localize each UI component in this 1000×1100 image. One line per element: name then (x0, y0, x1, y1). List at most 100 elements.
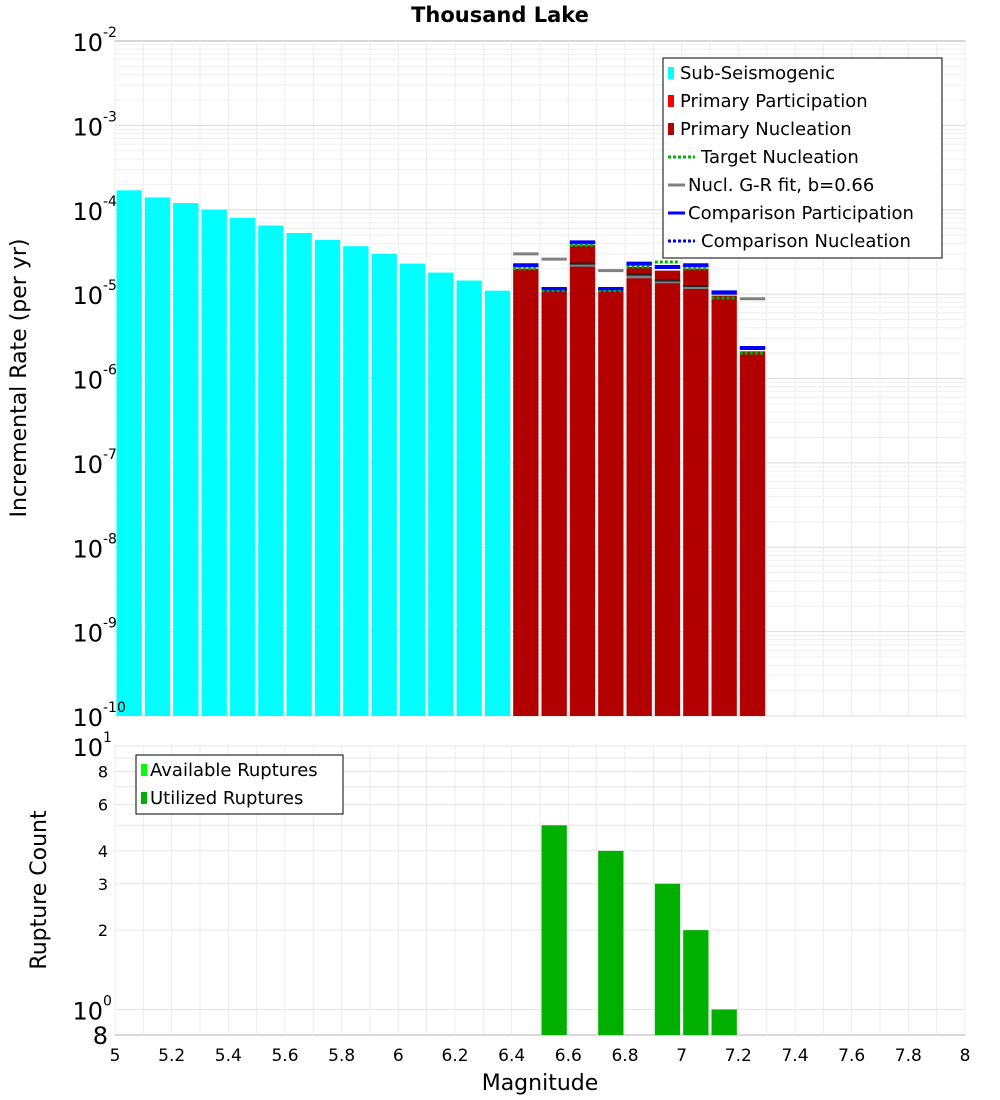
y-tick-label: 10 -8 (72, 531, 117, 563)
utilized-ruptures-bar (598, 850, 624, 1035)
primary-nucleation-bar (626, 266, 652, 716)
y-tick-exponent: -3 (103, 109, 117, 125)
primary-nucleation-bar (654, 270, 681, 716)
legend-label: Sub-Seismogenic (680, 63, 835, 84)
y-tick-exponent: 1 (103, 730, 112, 746)
x-tick-label: 6.2 (441, 1046, 468, 1066)
utilized-ruptures-bar (711, 1009, 737, 1035)
sub-seismogenic-bar (484, 290, 511, 716)
y-tick-label: 3 (98, 875, 108, 894)
y-tick-label: 10 -10 (72, 700, 125, 732)
y-tick-base: 10 (72, 451, 103, 479)
legend-label: Nucl. G-R fit, b=0.66 (688, 175, 874, 196)
y-tick-label: 10 -3 (72, 109, 117, 141)
y-tick-base: 10 (72, 198, 103, 226)
bottom-y-axis-label: Rupture Count (27, 810, 52, 970)
bottom-bars (541, 825, 737, 1035)
y-tick-base: 10 (72, 734, 103, 762)
sub-seismogenic-bar (258, 225, 284, 716)
x-tick-label: 7.8 (895, 1046, 922, 1066)
sub-seismogenic-bar (144, 197, 171, 717)
y-tick-exponent: 0 (103, 993, 112, 1009)
y-tick-exponent: -10 (103, 700, 126, 716)
x-tick-label: 6.8 (611, 1046, 638, 1066)
y-tick-label: 10 -7 (72, 447, 117, 479)
x-tick-label: 6.6 (555, 1046, 582, 1066)
legend-box (135, 754, 344, 815)
primary-nucleation-bar (683, 268, 709, 716)
legend-box (662, 57, 943, 259)
top-plot: 10-210-310-410-510-610-710-810-910-10 Th… (7, 3, 966, 732)
x-tick-label: 5.4 (215, 1046, 242, 1066)
x-tick-label: 5.8 (328, 1046, 355, 1066)
top-bars (116, 190, 766, 717)
y-tick-label: 8 (98, 763, 108, 782)
top-legend: Sub-Seismogenic Primary Participation Prim… (662, 57, 943, 259)
y-tick-label: 10 -6 (72, 363, 117, 395)
y-tick-label: 8 (93, 1022, 108, 1050)
legend-label: Target Nucleation (700, 147, 859, 168)
y-tick-exponent: -4 (103, 194, 117, 210)
y-tick-exponent: -5 (103, 278, 117, 294)
y-tick-base: 10 (72, 997, 103, 1025)
utilized-ruptures-bar (654, 883, 681, 1035)
x-axis-label: Magnitude (482, 1071, 599, 1096)
sub-seismogenic-bar (399, 263, 426, 716)
primary-nucleation-bar (739, 351, 766, 716)
y-tick-label: 10 1 (72, 730, 111, 762)
x-ticks: 5 5.2 5.4 5.6 5.8 6 6.2 6.4 6.6 6.8 7 7.2 7.4 7.6 7.8 8 (110, 1046, 971, 1066)
x-tick-label: 6.4 (498, 1046, 525, 1066)
legend-swatch (141, 792, 147, 804)
sub-seismogenic-bar (286, 233, 312, 716)
legend-swatch (668, 95, 674, 107)
x-tick-label: 7 (676, 1046, 687, 1066)
top-y-axis-label: Incremental Rate (per yr) (7, 239, 32, 518)
y-tick-base: 10 (72, 29, 103, 57)
top-line-marks (513, 240, 766, 355)
sub-seismogenic-bar (314, 239, 341, 716)
x-tick-label: 8 (960, 1046, 971, 1066)
y-tick-base: 10 (72, 704, 103, 732)
sub-seismogenic-bar (343, 246, 369, 716)
y-tick-exponent: -9 (103, 616, 117, 632)
x-tick-label: 7.6 (838, 1046, 865, 1066)
legend-label: Primary Nucleation (680, 119, 852, 140)
legend-label: Available Ruptures (150, 760, 318, 781)
y-tick-exponent: -7 (103, 447, 117, 463)
primary-nucleation-bar (598, 290, 624, 716)
x-tick-label: 7.2 (725, 1046, 752, 1066)
sub-seismogenic-bar (229, 217, 256, 716)
sub-seismogenic-bar (371, 253, 397, 716)
top-y-ticks: 10-210-310-410-510-610-710-810-910-10 (72, 25, 125, 732)
y-tick-exponent: -2 (103, 25, 117, 41)
sub-seismogenic-bar (428, 272, 454, 716)
bottom-legend: Available Ruptures Utilized Ruptures (135, 754, 344, 815)
chart-title: Thousand Lake (411, 3, 589, 27)
y-tick-label: 10 -2 (72, 25, 117, 57)
y-tick-label: 4 (98, 842, 108, 861)
primary-nucleation-bar (569, 245, 596, 717)
y-tick-exponent: -6 (103, 363, 117, 379)
primary-nucleation-bar (541, 290, 567, 716)
y-tick-exponent: -8 (103, 531, 117, 547)
legend-swatch (668, 67, 674, 79)
x-tick-label: 5.6 (271, 1046, 298, 1066)
legend-label: Primary Participation (680, 91, 868, 112)
y-tick-base: 10 (72, 535, 103, 563)
legend-swatch (141, 764, 147, 776)
y-tick-base: 10 (72, 282, 103, 310)
legend-label: Utilized Ruptures (150, 788, 303, 809)
legend-swatch (668, 123, 674, 135)
utilized-ruptures-bar (683, 930, 709, 1035)
x-tick-label: 5.2 (158, 1046, 185, 1066)
y-tick-label: 10 -5 (72, 278, 117, 310)
y-tick-base: 10 (72, 113, 103, 141)
sub-seismogenic-bar (173, 203, 199, 716)
sub-seismogenic-bar (201, 209, 227, 716)
sub-seismogenic-bar (116, 190, 142, 716)
legend-label: Comparison Participation (688, 203, 914, 224)
sub-seismogenic-bar (456, 280, 482, 716)
primary-nucleation-bar (711, 296, 737, 716)
